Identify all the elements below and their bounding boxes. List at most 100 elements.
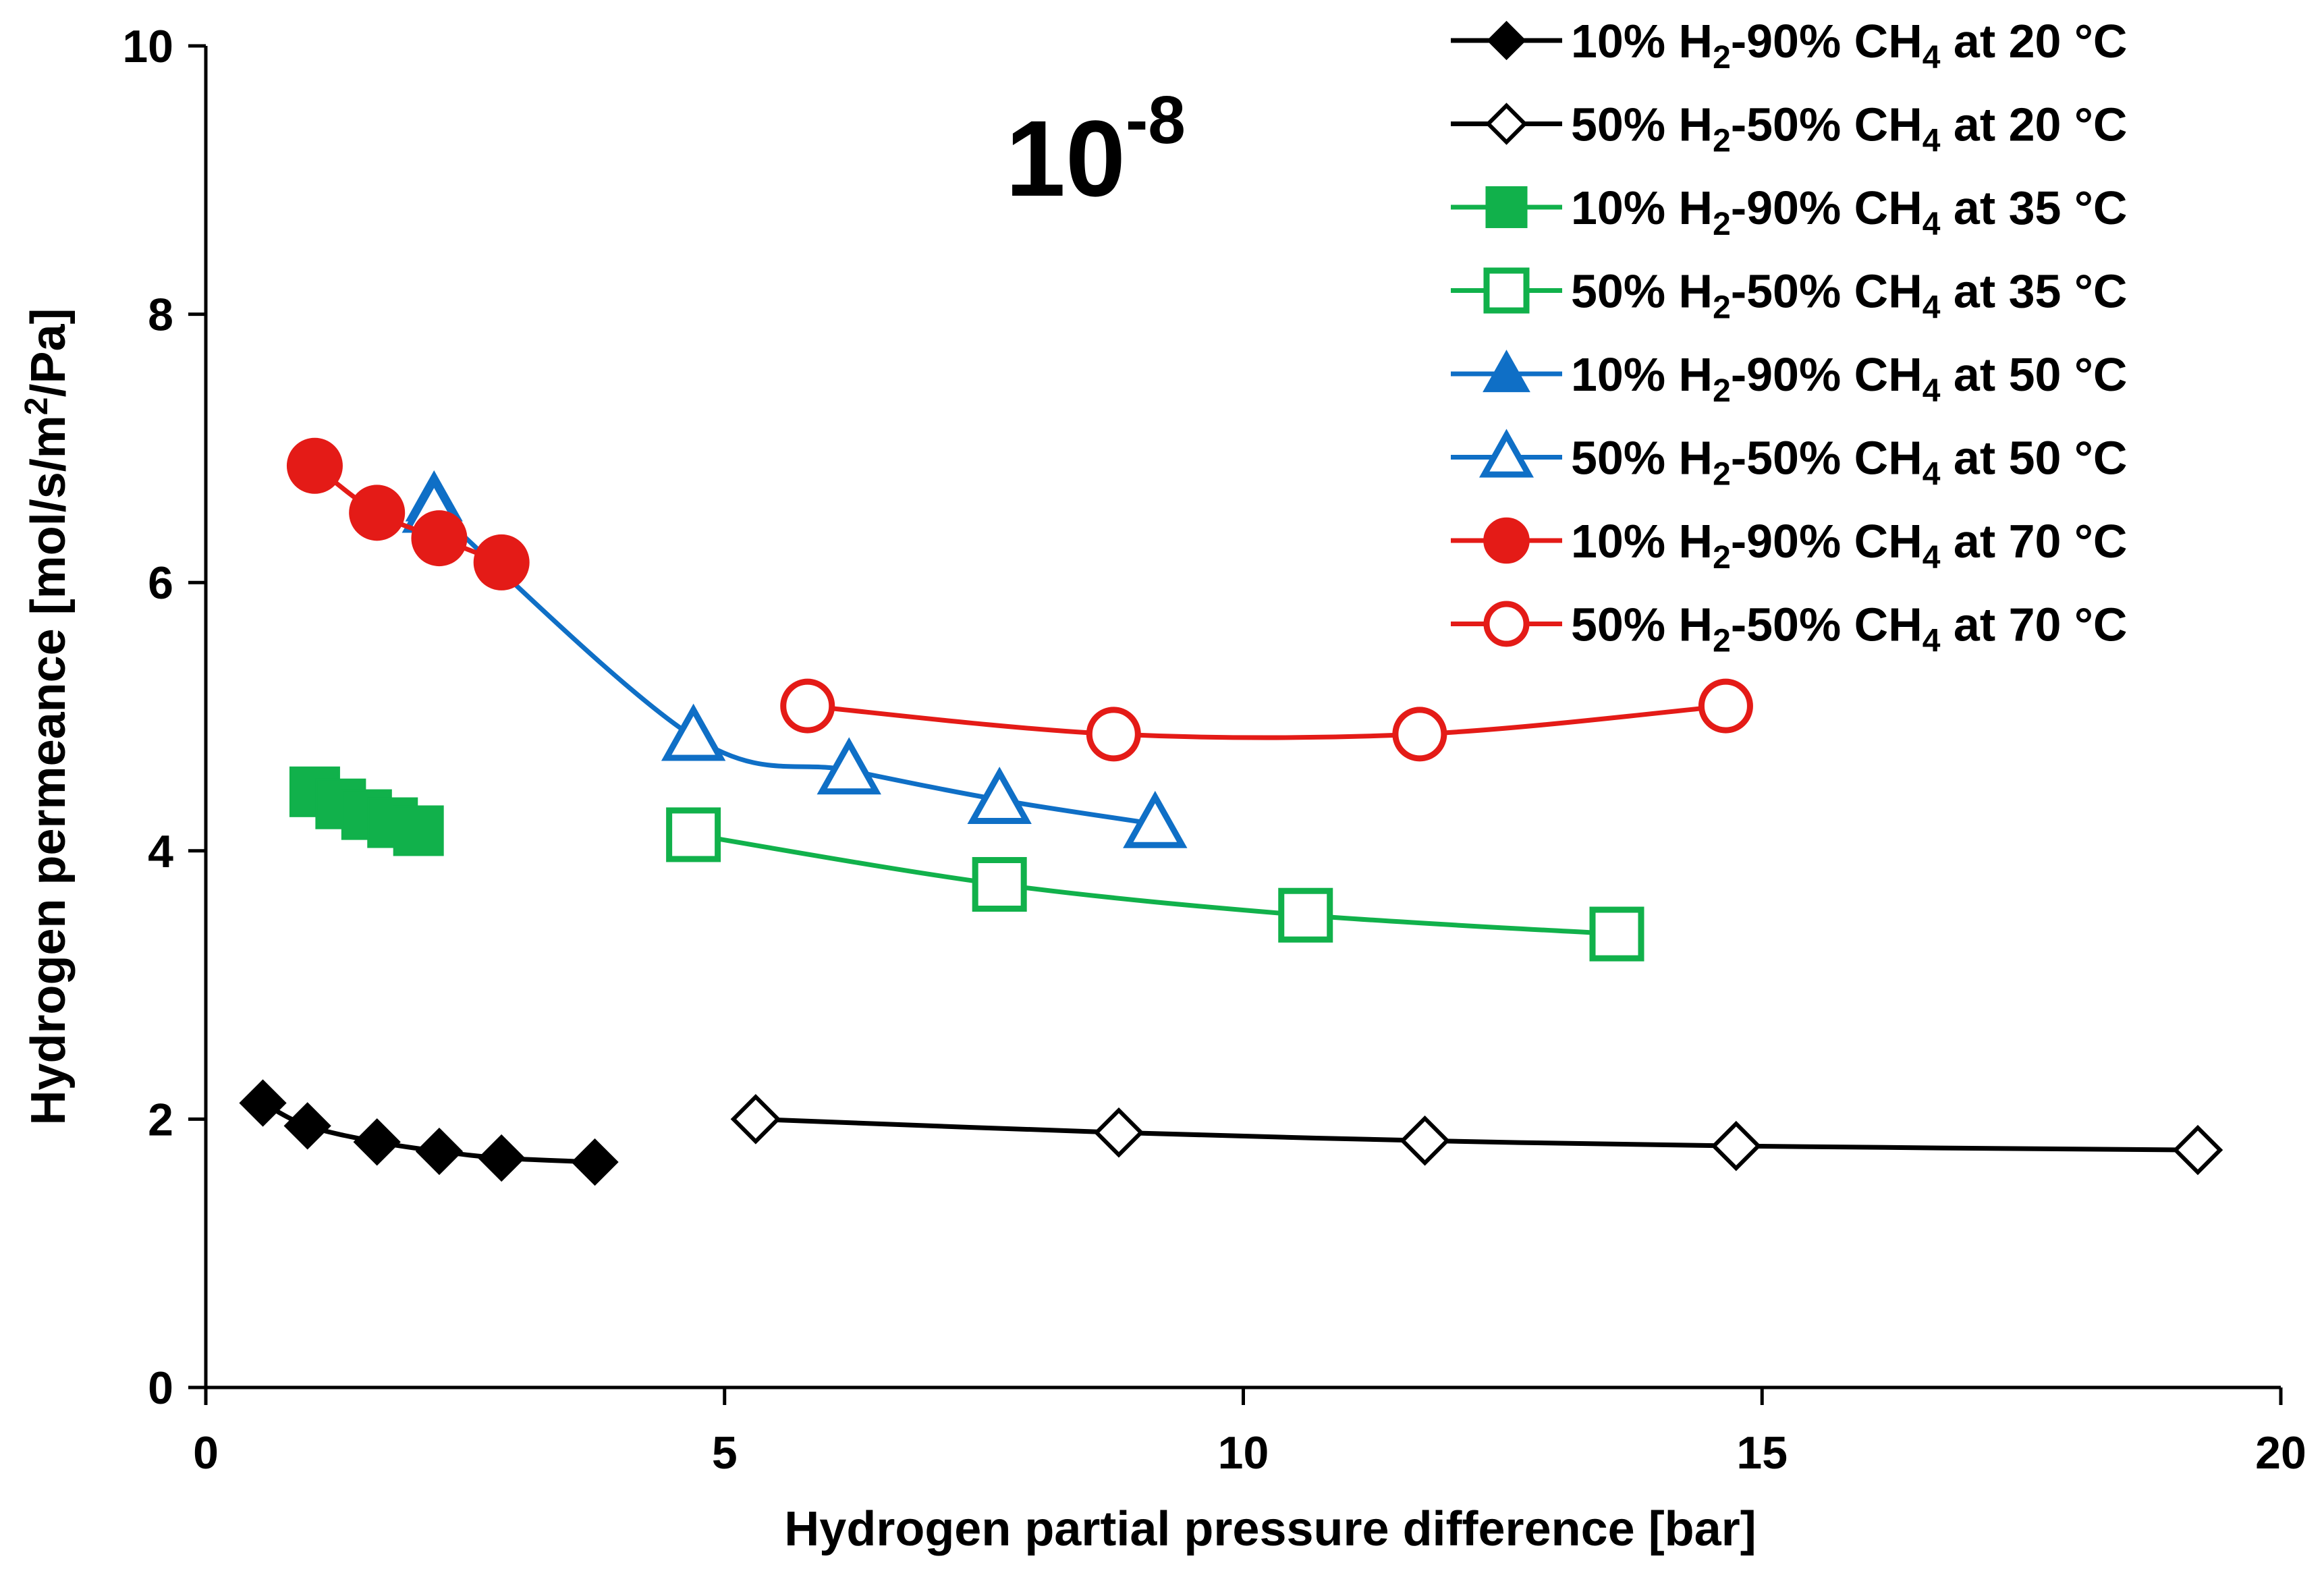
x-tick-label: 15	[1736, 1427, 1788, 1479]
series-layer	[239, 437, 2223, 1186]
legend-label-part: 10% H	[1571, 348, 1713, 401]
data-point	[666, 807, 721, 862]
legend-label: 50% H2-50% CH4 at 20 °C	[1571, 99, 2127, 159]
y-tick-label: 2	[148, 1094, 173, 1145]
legend-item-8: 50% H2-50% CH4 at 70 °C	[1451, 599, 2127, 659]
data-point	[473, 534, 530, 590]
legend-label-sub: 2	[1713, 290, 1731, 326]
y-axis-title-part: /Pa]	[22, 308, 76, 397]
legend-label-part: at 50 °C	[1940, 348, 2127, 401]
data-point	[478, 1134, 526, 1182]
legend-label-sub: 2	[1713, 540, 1731, 576]
data-point	[1400, 1115, 1450, 1166]
series-line	[755, 1116, 2198, 1153]
legend-marker	[1483, 601, 1530, 647]
y-tick-label: 10	[122, 21, 173, 72]
series-line	[432, 507, 1156, 827]
data-point	[349, 485, 406, 541]
legend-marker	[1479, 429, 1534, 478]
legend-label-sub: 2	[1713, 457, 1731, 493]
data-point	[1123, 790, 1188, 848]
legend-label: 50% H2-50% CH4 at 50 °C	[1571, 432, 2127, 493]
series-1	[239, 1079, 619, 1186]
data-point	[353, 1118, 401, 1166]
series-6	[402, 475, 1188, 848]
data-point	[2172, 1124, 2223, 1176]
scale-label: 10-8	[1005, 82, 1186, 219]
x-tick-label: 5	[712, 1427, 738, 1479]
data-point	[1093, 1107, 1144, 1158]
legend-label-sub: 4	[1922, 373, 1941, 409]
legend-item-6: 50% H2-50% CH4 at 50 °C	[1451, 429, 2127, 493]
data-point	[1711, 1120, 1762, 1172]
y-axis-title: Hydrogen permeance [mol/s/m2/Pa]	[19, 308, 76, 1125]
legend-label-part: at 35 °C	[1940, 265, 2127, 318]
legend-marker	[1485, 103, 1528, 145]
legend-label-part: 10% H	[1571, 15, 1713, 67]
legend-label-sub: 4	[1922, 40, 1941, 76]
data-point	[1392, 707, 1447, 762]
legend-item-4: 50% H2-50% CH4 at 35 °C	[1451, 265, 2127, 326]
legend-label-part: 10% H	[1571, 515, 1713, 568]
legend-marker	[1483, 267, 1530, 314]
legend: 10% H2-90% CH4 at 20 °C50% H2-50% CH4 at…	[1451, 15, 2127, 659]
legend-label-part: at 35 °C	[1940, 182, 2127, 234]
legend-label-part: at 70 °C	[1940, 599, 2127, 651]
legend-label-part: -90% CH	[1731, 348, 1922, 401]
legend-label-sub: 4	[1922, 123, 1941, 159]
legend-label-sub: 2	[1713, 624, 1731, 659]
data-point	[1278, 887, 1333, 943]
legend-marker	[1483, 517, 1530, 564]
scale-base: 10	[1005, 98, 1126, 219]
legend-label: 10% H2-90% CH4 at 70 °C	[1571, 515, 2127, 576]
legend-label-part: -50% CH	[1731, 599, 1922, 651]
y-tick-label: 8	[148, 290, 173, 341]
data-point	[817, 737, 881, 795]
axis-titles: Hydrogen partial pressure difference [ba…	[19, 82, 1756, 1556]
data-point	[730, 1094, 781, 1145]
legend-item-3: 10% H2-90% CH4 at 35 °C	[1451, 182, 2127, 242]
data-point	[393, 805, 444, 856]
data-point	[1698, 678, 1753, 734]
data-point	[571, 1138, 619, 1186]
legend-label-part: at 20 °C	[1940, 99, 2127, 151]
legend-label-part: -50% CH	[1731, 432, 1922, 485]
series-line	[807, 703, 1726, 740]
data-point	[411, 510, 468, 567]
legend-marker	[1487, 20, 1526, 61]
data-point	[415, 1127, 464, 1176]
data-point	[239, 1079, 287, 1127]
x-tick-label: 10	[1218, 1427, 1269, 1479]
series-2	[730, 1094, 2223, 1176]
series-7	[286, 437, 530, 590]
legend-label-part: 50% H	[1571, 265, 1713, 318]
legend-item-5: 10% H2-90% CH4 at 50 °C	[1451, 348, 2127, 409]
scale-exponent: -8	[1126, 82, 1186, 158]
series-3	[289, 766, 444, 856]
legend-label-sub: 2	[1713, 373, 1731, 409]
data-point	[972, 857, 1027, 912]
data-point	[283, 1102, 331, 1150]
x-tick-label: 20	[2255, 1427, 2306, 1479]
legend-label-sub: 2	[1713, 123, 1731, 159]
data-point	[967, 767, 1032, 824]
y-tick-label: 6	[148, 557, 173, 609]
legend-label-part: 50% H	[1571, 432, 1713, 485]
y-axis-title-part: Hydrogen permeance [mol/s/m	[22, 415, 76, 1125]
legend-label-part: 50% H	[1571, 599, 1713, 651]
legend-label-part: at 70 °C	[1940, 515, 2127, 568]
y-axis-title-sup: 2	[19, 397, 55, 416]
x-tick-label: 0	[193, 1427, 219, 1479]
legend-marker	[1485, 186, 1528, 229]
y-tick-label: 4	[148, 826, 173, 877]
legend-label-sub: 4	[1922, 207, 1941, 242]
legend-label-part: -90% CH	[1731, 15, 1922, 67]
legend-label-sub: 2	[1713, 40, 1731, 76]
legend-label: 50% H2-50% CH4 at 70 °C	[1571, 599, 2127, 659]
legend-label-part: -90% CH	[1731, 515, 1922, 568]
legend-label: 50% H2-50% CH4 at 35 °C	[1571, 265, 2127, 326]
legend-label: 10% H2-90% CH4 at 50 °C	[1571, 348, 2127, 409]
series-8	[780, 678, 1753, 762]
